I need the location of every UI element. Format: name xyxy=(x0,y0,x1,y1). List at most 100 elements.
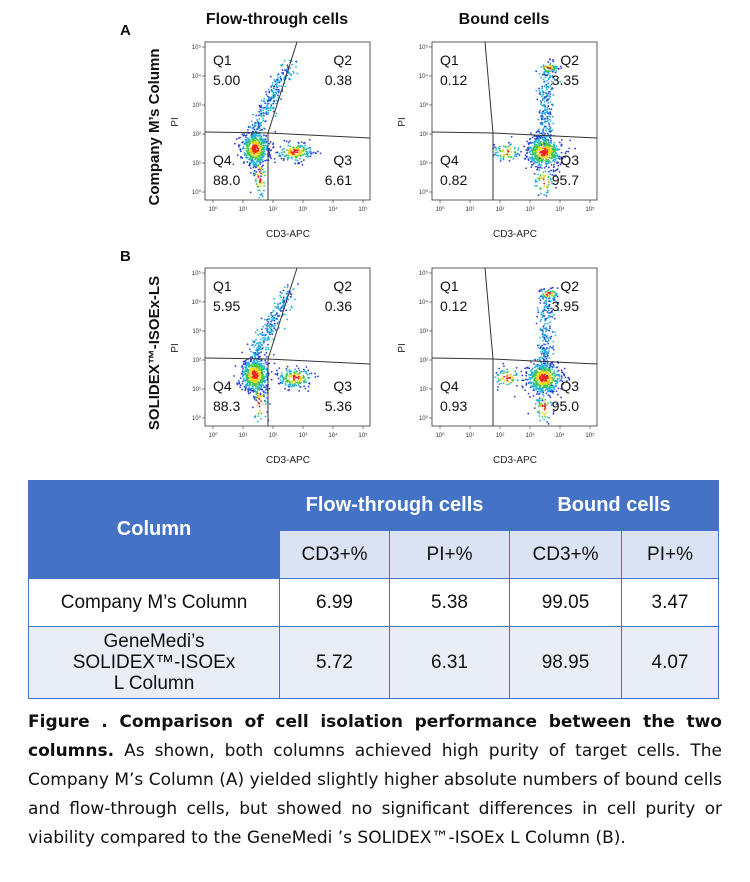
event-dot xyxy=(260,377,263,380)
event-dot xyxy=(248,372,251,375)
event-dot xyxy=(544,415,547,418)
event-dot xyxy=(546,371,549,373)
event-dot xyxy=(263,333,266,336)
event-dot xyxy=(310,372,313,375)
event-dot xyxy=(252,366,255,369)
event-dot xyxy=(541,363,544,366)
event-dot xyxy=(547,295,550,297)
event-dot xyxy=(547,112,549,115)
event-dot xyxy=(541,405,544,408)
event-dot xyxy=(538,132,541,135)
event-dot xyxy=(292,375,295,378)
event-dot xyxy=(254,387,257,390)
event-dot xyxy=(534,152,537,155)
cell: 4.07 xyxy=(620,626,720,699)
event-dot xyxy=(275,83,278,85)
event-dot xyxy=(263,395,265,398)
event-dot xyxy=(303,381,305,384)
event-dot xyxy=(549,362,552,365)
event-dot xyxy=(256,119,258,121)
event-dot xyxy=(274,130,277,133)
event-dot xyxy=(261,173,264,175)
event-dot xyxy=(552,340,555,343)
event-dot xyxy=(258,138,261,141)
event-dot xyxy=(263,100,266,103)
event-dot xyxy=(543,302,546,305)
event-dot xyxy=(556,382,559,384)
event-dot xyxy=(544,294,547,297)
event-dot xyxy=(499,160,502,162)
event-dot xyxy=(538,163,541,166)
event-dot xyxy=(290,374,293,377)
event-dot xyxy=(540,150,543,153)
event-dot xyxy=(561,380,564,383)
event-dot xyxy=(546,108,549,111)
event-dot xyxy=(560,375,563,378)
event-dot xyxy=(273,99,275,102)
event-dot xyxy=(259,108,262,111)
event-dot xyxy=(548,314,550,317)
event-dot xyxy=(542,381,545,384)
event-dot xyxy=(307,151,309,153)
event-dot xyxy=(557,157,560,160)
event-dot xyxy=(535,371,538,374)
event-dot xyxy=(286,372,288,375)
event-dot xyxy=(262,144,265,147)
event-dot xyxy=(560,156,563,159)
event-dot xyxy=(273,78,276,81)
event-dot xyxy=(529,146,532,149)
event-dot xyxy=(286,284,289,287)
event-dot xyxy=(549,63,551,66)
event-dot xyxy=(260,351,263,354)
event-dot xyxy=(539,320,542,323)
event-dot xyxy=(271,311,274,314)
event-dot xyxy=(280,372,283,375)
event-dot xyxy=(276,315,279,317)
event-dot xyxy=(544,162,547,165)
event-dot xyxy=(263,366,266,369)
event-dot xyxy=(264,318,266,321)
event-dot xyxy=(253,139,256,142)
event-dot xyxy=(304,144,307,147)
event-dot xyxy=(296,145,299,148)
event-dot xyxy=(546,384,548,387)
event-dot xyxy=(250,350,252,353)
event-dot xyxy=(541,73,544,76)
event-dot xyxy=(242,147,245,150)
event-dot xyxy=(560,151,563,154)
event-dot xyxy=(289,73,292,76)
event-dot xyxy=(292,383,295,386)
event-dot xyxy=(547,82,550,85)
event-dot xyxy=(541,104,544,107)
event-dot xyxy=(291,157,293,160)
event-dot xyxy=(545,411,547,414)
event-dot xyxy=(532,395,535,397)
event-dot xyxy=(511,379,514,382)
event-dot xyxy=(503,370,505,373)
event-dot xyxy=(546,153,549,156)
event-dot xyxy=(539,192,542,195)
event-dot xyxy=(277,79,280,81)
event-dot xyxy=(264,141,266,144)
event-dot xyxy=(502,362,505,365)
event-dot xyxy=(241,373,244,375)
event-dot xyxy=(557,301,560,304)
event-dot xyxy=(513,146,516,149)
event-dot xyxy=(560,138,563,141)
event-dot xyxy=(302,142,305,144)
event-dot xyxy=(564,376,567,379)
event-dot xyxy=(258,171,261,173)
event-dot xyxy=(543,166,546,169)
event-dot xyxy=(302,370,305,373)
event-dot xyxy=(258,344,260,347)
y-axis-label: PI xyxy=(397,117,408,126)
event-dot xyxy=(544,170,547,173)
event-dot xyxy=(548,297,551,300)
x-axis-label: CD3-APC xyxy=(266,455,310,466)
event-dot xyxy=(543,405,546,407)
event-dot xyxy=(271,81,274,84)
x-tick-label: 10¹ xyxy=(239,433,248,439)
event-dot xyxy=(265,375,267,378)
event-dot xyxy=(547,102,549,104)
event-dot xyxy=(549,390,552,393)
